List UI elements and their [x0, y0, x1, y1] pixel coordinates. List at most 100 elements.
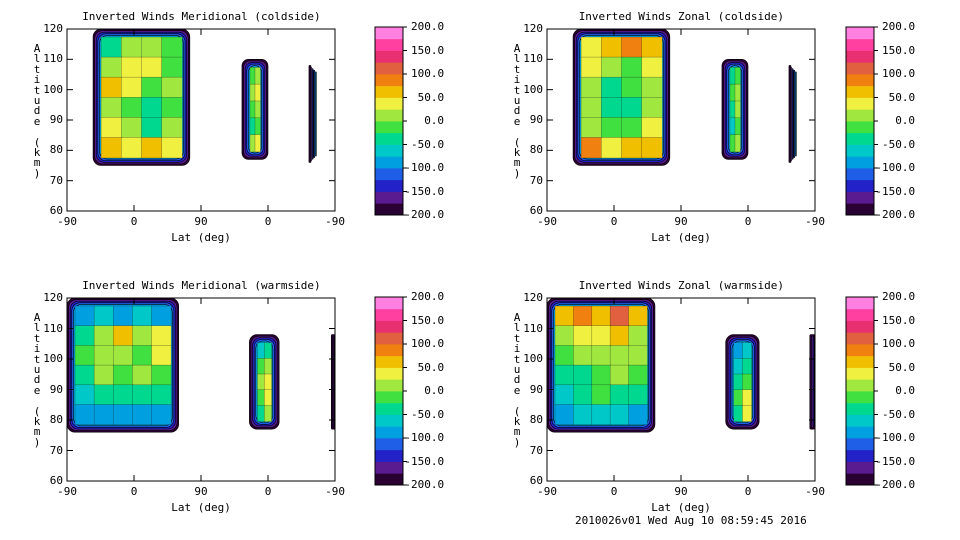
- colorbar-segment: [375, 402, 403, 415]
- contour-cell: [74, 404, 95, 425]
- contour-cell: [161, 137, 183, 159]
- colorbar-segment: [375, 109, 403, 122]
- contour-cell: [601, 117, 623, 139]
- contour-cell: [121, 56, 143, 78]
- colorbar-segment: [846, 320, 874, 333]
- contour-cell: [249, 100, 256, 119]
- contour-cell: [609, 364, 630, 386]
- contour-band: [311, 68, 314, 160]
- colorbar-tick-label: -150.0: [875, 184, 916, 198]
- colorbar-segment: [846, 438, 874, 451]
- colorbar-segment: [846, 62, 874, 75]
- colorbar-tick-label: -50.0: [882, 407, 916, 421]
- x-tick-label: -90: [537, 485, 557, 498]
- colorbar-segment: [375, 297, 403, 310]
- contour-cell: [621, 117, 643, 139]
- contour-cell: [621, 97, 643, 119]
- contour-cell: [580, 137, 602, 159]
- colorbar: [374, 26, 407, 216]
- contour-cell: [121, 117, 143, 139]
- contour-cell: [573, 384, 593, 406]
- contour-cell: [121, 76, 143, 98]
- contour-cell: [121, 36, 143, 58]
- colorbar-tick-label: 150.0: [411, 313, 445, 327]
- contour-cell: [554, 305, 575, 327]
- y-axis-label: A l t i t u d e ( k m ): [513, 311, 521, 449]
- contour-cell: [113, 305, 134, 327]
- x-tick-label: 0: [744, 215, 752, 228]
- contour-cell: [742, 389, 752, 407]
- contour-cell: [121, 137, 143, 159]
- colorbar-segment: [375, 85, 403, 98]
- contour-cell: [742, 358, 752, 375]
- contour-cell: [734, 83, 741, 102]
- colorbar-tick-label: -200.0: [404, 478, 445, 491]
- colorbar-tick-label: -50.0: [882, 137, 916, 151]
- colorbar-tick-label: 150.0: [882, 313, 916, 327]
- panel-1: [66, 28, 336, 212]
- contour-band: [315, 71, 317, 157]
- colorbar-tick-label: 50.0: [417, 90, 445, 104]
- contour-cell: [254, 67, 261, 85]
- contour-cell: [621, 36, 643, 58]
- colorbar-segment: [846, 109, 874, 122]
- colorbar-tick-label: -200.0: [875, 478, 916, 491]
- contour-cell: [729, 100, 736, 119]
- colorbar-segment: [846, 297, 874, 310]
- colorbar-segment: [375, 191, 403, 204]
- contour-fill: [67, 298, 337, 433]
- y-tick-label: 90: [49, 113, 64, 126]
- contour-cell: [257, 373, 266, 391]
- x-tick-label: 0: [744, 485, 752, 498]
- x-tick-label: -90: [805, 485, 825, 498]
- contour-cell: [132, 325, 153, 347]
- contour-cell: [113, 364, 134, 386]
- contour-cell: [151, 325, 172, 347]
- contour-band: [812, 337, 815, 427]
- colorbar-segment: [846, 50, 874, 63]
- y-tick-label: 100: [43, 352, 64, 365]
- contour-cell: [734, 100, 741, 119]
- contour-band: [336, 339, 337, 424]
- colorbar-segment: [846, 85, 874, 98]
- colorbar-segment: [846, 308, 874, 321]
- contour-cell: [100, 56, 123, 78]
- colorbar-segment: [375, 62, 403, 75]
- contour-cell: [132, 345, 153, 366]
- contour-cell: [580, 56, 602, 78]
- colorbar-tick-label: 0.0: [895, 384, 916, 397]
- colorbar-segment: [375, 121, 403, 134]
- y-tick-label: 110: [43, 321, 64, 335]
- colorbar-segment: [846, 203, 874, 216]
- colorbar-segment: [375, 38, 403, 51]
- colorbar-segment: [846, 391, 874, 404]
- contour-cell: [257, 405, 266, 422]
- panel-4: [546, 297, 816, 482]
- colorbar-tick-label: 200.0: [882, 20, 916, 33]
- colorbar-tick-label: 50.0: [888, 360, 916, 374]
- colorbar-segment: [375, 449, 403, 462]
- colorbar-segment: [846, 367, 874, 380]
- contour-cell: [132, 404, 153, 425]
- colorbar-segment: [846, 414, 874, 427]
- colorbar-tick-label: -100.0: [875, 161, 916, 174]
- contour-cell: [141, 56, 163, 78]
- contour-cell: [573, 345, 593, 366]
- contour-cell: [734, 117, 741, 136]
- contour-cell: [151, 404, 172, 425]
- contour-cell: [609, 325, 630, 347]
- colorbar-tick-label: -50.0: [411, 407, 445, 421]
- x-tick-label: -90: [57, 215, 77, 228]
- contour-cell: [74, 345, 95, 366]
- contour-cell: [141, 97, 163, 119]
- y-tick-label: 100: [523, 82, 544, 96]
- contour-cell: [609, 384, 630, 406]
- colorbar-tick-label: 0.0: [895, 114, 916, 127]
- contour-cell: [257, 358, 266, 375]
- x-axis-label: Lat (deg): [651, 501, 711, 514]
- colorbar-segment: [375, 203, 403, 216]
- colorbar-tick-label: -150.0: [404, 454, 445, 468]
- contour-cell: [132, 364, 153, 386]
- colorbar-segment: [375, 168, 403, 181]
- y-axis-label: A l t i t u d e ( k m ): [33, 311, 41, 449]
